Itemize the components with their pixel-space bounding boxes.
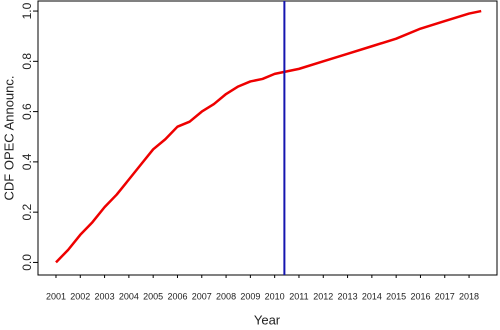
x-tick-label: 2014 (362, 291, 382, 301)
y-tick-label: 0.4 (20, 153, 34, 170)
x-tick-label: 2011 (289, 291, 308, 301)
cdf-line (55, 9, 482, 264)
x-tick-label: 2002 (70, 291, 90, 301)
y-axis-title: CDF OPEC Announc. (1, 76, 16, 201)
x-tick-label: 2008 (216, 291, 236, 301)
x-tick-label: 2001 (46, 291, 66, 301)
x-axis-title: Year (254, 312, 281, 327)
x-tick-label: 2006 (167, 291, 187, 301)
y-tick-label: 0.0 (20, 254, 34, 271)
x-tick-label: 2018 (459, 291, 479, 301)
x-tick-label: 2010 (265, 291, 285, 301)
x-tick-label: 2004 (119, 291, 139, 301)
x-tick-label: 2009 (240, 291, 260, 301)
y-tick-label: 0.8 (20, 53, 34, 70)
y-tick-label: 0.2 (20, 203, 34, 220)
x-tick-label: 2003 (95, 291, 115, 301)
x-tick-label: 2012 (313, 291, 333, 301)
y-tick-label: 0.6 (20, 103, 34, 120)
plot-frame (37, 0, 498, 276)
x-tick-label: 2017 (435, 291, 455, 301)
x-tick-label: 2015 (386, 291, 406, 301)
x-tick-label: 2016 (410, 291, 430, 301)
x-tick-label: 2005 (143, 291, 163, 301)
x-tick-label: 2007 (192, 291, 212, 301)
y-tick-label: 1.0 (20, 2, 34, 19)
x-tick-label: 2013 (338, 291, 358, 301)
